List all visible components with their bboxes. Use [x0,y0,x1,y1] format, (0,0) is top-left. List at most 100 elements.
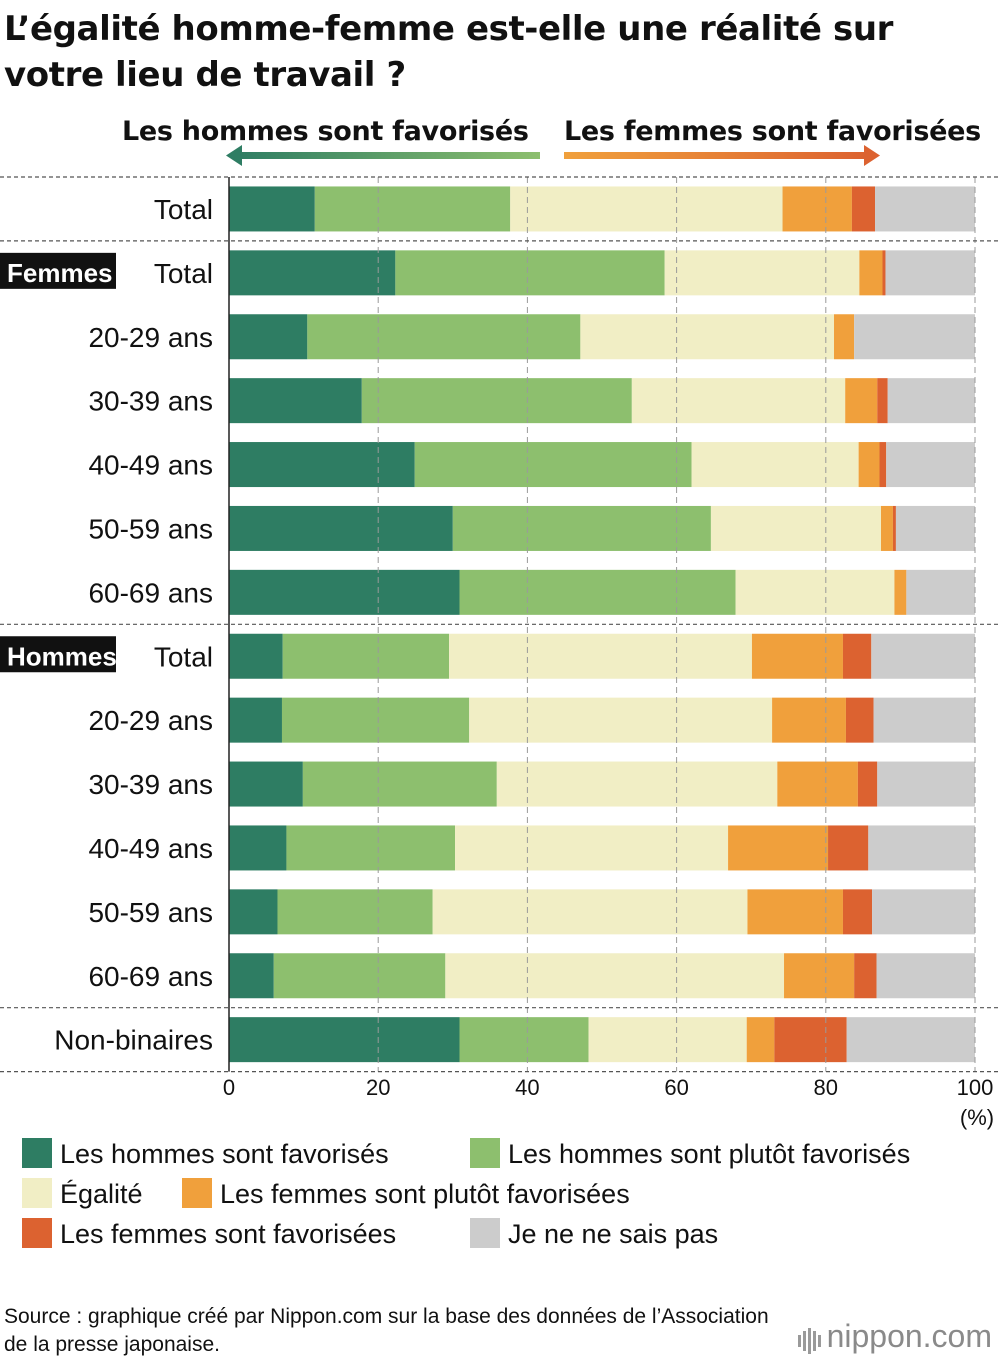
legend-label-dont-know: Je ne ne sais pas [508,1219,719,1249]
bar-femmes-40-49-ans-dont-know [886,442,975,488]
x-tick-label-60: 60 [664,1075,688,1100]
bar-hommes-50-59-ans-equality [432,889,748,935]
bar-femmes-20-29-ans-women-rather-favored [834,314,855,360]
bar-femmes-total-dont-know [885,250,975,296]
bar-femmes-30-39-ans-women-favored [877,378,888,424]
bar-femmes-60-69-ans-women-rather-favored [894,569,907,615]
legend-swatch-men-favored [22,1138,52,1168]
bar-hommes-total-women-rather-favored [751,633,843,679]
row-label-hommes-20-29-ans: 20-29 ans [88,705,213,736]
legend-label-women-rather-favored: Les femmes sont plutôt favorisées [220,1179,630,1209]
bar-hommes-60-69-ans-dont-know [876,953,975,999]
row-label-total: Total [154,194,213,225]
row-label-hommes-total: Total [154,641,213,672]
bar-hommes-total-women-favored [842,633,872,679]
legend-swatch-men-rather-favored [470,1138,500,1168]
bar-total-women-favored [851,186,876,232]
row-label-hommes-30-39-ans: 30-39 ans [88,769,213,800]
bar-femmes-40-49-ans-women-rather-favored [858,442,880,488]
men-favored-direction-label: Les hommes sont favorisés [122,116,529,147]
bar-hommes-20-29-ans-dont-know [873,697,975,743]
bar-femmes-50-59-ans-equality [710,505,882,551]
bar-total-women-rather-favored [782,186,852,232]
bar-hommes-60-69-ans-women-rather-favored [784,953,855,999]
legend-swatch-dont-know [470,1218,500,1248]
bar-femmes-30-39-ans-dont-know [887,378,975,424]
bar-non-binaires-men-rather-favored [459,1017,589,1063]
bar-total-men-favored [229,186,315,232]
bar-femmes-50-59-ans-women-rather-favored [881,505,893,551]
x-tick-label-20: 20 [366,1075,390,1100]
bar-hommes-30-39-ans-men-rather-favored [302,761,497,807]
legend-swatch-women-rather-favored [182,1178,212,1208]
bar-hommes-total-dont-know [871,633,975,679]
men-favored-arrow-head [226,145,242,166]
bar-femmes-60-69-ans-men-favored [229,569,460,615]
bar-femmes-40-49-ans-men-favored [229,442,415,488]
bar-hommes-30-39-ans-women-favored [857,761,878,807]
chart-title: L’égalité homme-femme est-elle une réali… [4,9,894,95]
bar-femmes-50-59-ans-dont-know [895,505,975,551]
bar-non-binaires-women-rather-favored [746,1017,775,1063]
bar-hommes-50-59-ans-dont-know [872,889,975,935]
women-favored-arrow-head [864,145,880,166]
bar-total-dont-know [875,186,975,232]
bar-total-equality [510,186,783,232]
bar-femmes-20-29-ans-men-rather-favored [307,314,581,360]
row-label-non-binaires: Non-binaires [54,1025,213,1056]
row-label-femmes-60-69-ans: 60-69 ans [88,577,213,608]
legend-item-women-favored: Les femmes sont favorisées [22,1214,396,1254]
legend-label-equality: Égalité [60,1179,143,1209]
bar-hommes-20-29-ans-women-favored [845,697,874,743]
bar-hommes-50-59-ans-men-rather-favored [277,889,433,935]
bar-femmes-40-49-ans-men-rather-favored [414,442,692,488]
x-tick-label-80: 80 [814,1075,838,1100]
men-favored-arrow-shaft [236,152,540,159]
bar-femmes-50-59-ans-men-rather-favored [452,505,711,551]
men-group-badge-box [0,636,116,673]
bar-hommes-60-69-ans-men-favored [229,953,274,999]
legend-item-equality: Égalité [22,1174,143,1214]
bar-femmes-20-29-ans-equality [580,314,835,360]
bar-hommes-40-49-ans-equality [455,825,729,871]
bar-hommes-20-29-ans-men-rather-favored [281,697,470,743]
bar-femmes-20-29-ans-dont-know [854,314,975,360]
legend-item-men-favored: Les hommes sont favorisés [22,1134,389,1174]
legend-item-men-rather-favored: Les hommes sont plutôt favorisés [470,1134,910,1174]
legend-item-women-rather-favored: Les femmes sont plutôt favorisées [182,1174,630,1214]
bar-hommes-30-39-ans-men-favored [229,761,303,807]
bar-hommes-40-49-ans-men-favored [229,825,287,871]
women-group-badge-text: Femmes [7,258,113,288]
bar-non-binaires-women-favored [774,1017,847,1063]
bar-hommes-40-49-ans-men-rather-favored [286,825,456,871]
legend-item-dont-know: Je ne ne sais pas [470,1214,718,1254]
logo-bars-icon [797,1320,823,1357]
bar-hommes-total-men-rather-favored [282,633,450,679]
bar-hommes-40-49-ans-women-rather-favored [728,825,829,871]
logo-wordmark: nippon [826,1318,923,1354]
legend-label-men-favored: Les hommes sont favorisés [60,1139,389,1169]
bar-hommes-50-59-ans-women-rather-favored [747,889,843,935]
bar-femmes-50-59-ans-women-favored [892,505,896,551]
bar-femmes-50-59-ans-men-favored [229,505,453,551]
x-axis-unit-label: (%) [960,1105,994,1130]
bar-femmes-60-69-ans-dont-know [906,569,975,615]
bar-non-binaires-men-favored [229,1017,460,1063]
row-label-hommes-40-49-ans: 40-49 ans [88,833,213,864]
bar-hommes-40-49-ans-dont-know [868,825,975,871]
women-favored-arrow-shaft [564,152,869,159]
men-group-badge-text: Hommes [7,641,117,671]
bar-hommes-30-39-ans-dont-know [877,761,975,807]
x-tick-label-0: 0 [223,1075,235,1100]
bar-hommes-20-29-ans-women-rather-favored [772,697,846,743]
bar-femmes-30-39-ans-equality [631,378,846,424]
legend-label-men-rather-favored: Les hommes sont plutôt favorisés [508,1139,911,1169]
row-label-hommes-60-69-ans: 60-69 ans [88,961,213,992]
bar-femmes-20-29-ans-men-favored [229,314,308,360]
bar-femmes-60-69-ans-equality [735,569,895,615]
bar-hommes-30-39-ans-women-rather-favored [777,761,858,807]
bar-hommes-total-equality [449,633,752,679]
bar-femmes-40-49-ans-women-favored [879,442,887,488]
row-label-femmes-50-59-ans: 50-59 ans [88,513,213,544]
bar-hommes-60-69-ans-men-rather-favored [273,953,446,999]
